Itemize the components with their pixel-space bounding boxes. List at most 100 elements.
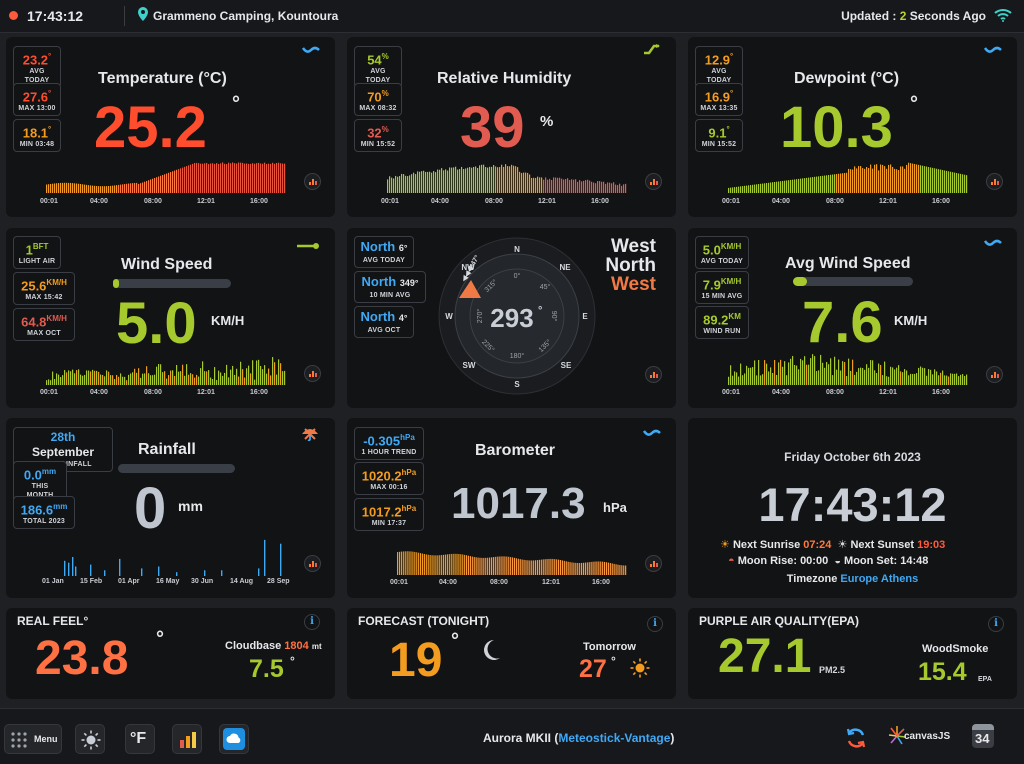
history-bar <box>605 562 608 575</box>
dir-oct-deg: 4° <box>398 313 408 323</box>
cloud-icon <box>226 733 241 743</box>
avgwind-15-value: 7.9 <box>702 277 721 293</box>
history-bar <box>52 371 54 385</box>
history-bar <box>142 182 144 193</box>
menu-button[interactable]: Menu <box>4 724 62 754</box>
history-bar <box>790 179 792 193</box>
history-bar <box>222 375 224 385</box>
history-bar <box>96 185 98 193</box>
canvasjs-burst-icon <box>888 726 906 745</box>
history-bar <box>510 557 512 575</box>
history-bar <box>504 556 506 575</box>
hum-min-label: MIN 15:52 <box>360 141 396 149</box>
history-bar <box>258 359 260 385</box>
compass-45: 45° <box>540 283 551 291</box>
sun-times: ☀ Next Sunrise 07:24 ☀ Next Sunset 19:03 <box>720 538 945 551</box>
history-bar <box>782 366 784 385</box>
history-bar <box>461 166 463 193</box>
footer-link[interactable]: Meteostick-Vantage <box>558 731 671 745</box>
baro-max-value: 1020.2 <box>361 468 402 484</box>
history-bar <box>535 560 537 575</box>
info-icon[interactable]: i <box>988 616 1004 632</box>
history-bar <box>118 184 120 193</box>
history-bar <box>617 564 619 575</box>
chart-button[interactable] <box>986 173 1003 190</box>
avgwind-avg-value: 5.0 <box>702 242 721 258</box>
history-bar <box>592 561 594 575</box>
history-bar <box>768 182 770 193</box>
history-bar <box>948 171 950 193</box>
canvasjs-logo[interactable]: canvasJS <box>888 725 950 749</box>
history-bar <box>489 557 491 575</box>
temp-max-today: 27.6° MAX 13:00 <box>13 83 61 117</box>
chart-button[interactable] <box>645 366 662 383</box>
humidity-title: Relative Humidity <box>437 70 572 87</box>
history-bar <box>750 367 752 385</box>
chart-button[interactable] <box>645 173 662 190</box>
tick: 08:00 <box>485 198 503 205</box>
history-bar <box>920 165 922 193</box>
forecast-value: 19 <box>389 634 443 687</box>
rainfall-value: 0 <box>134 476 167 541</box>
history-bar <box>88 370 90 385</box>
rain-bar <box>141 568 143 576</box>
refresh-icon[interactable] <box>845 727 867 749</box>
chart-button[interactable] <box>304 173 321 190</box>
history-bar <box>954 172 956 193</box>
rain-total-value: 186.6 <box>20 502 54 518</box>
dir-10min-deg: 349° <box>399 278 419 288</box>
history-bar <box>74 183 76 193</box>
history-bar <box>625 565 627 575</box>
info-icon[interactable]: i <box>647 616 663 632</box>
history-bar <box>224 163 226 193</box>
avg-wind-title: Avg Wind Speed <box>785 255 911 272</box>
history-bar <box>266 163 268 193</box>
info-icon[interactable]: i <box>304 614 320 630</box>
charts-button[interactable] <box>172 724 202 754</box>
history-bar <box>728 187 730 193</box>
history-bar <box>450 553 452 575</box>
history-bar <box>746 185 748 193</box>
history-bar <box>535 177 537 193</box>
woodsmoke-label: WoodSmoke <box>922 643 989 655</box>
chart-button[interactable] <box>304 555 321 572</box>
hum-min-value: 32 <box>367 125 382 141</box>
tick: 00:01 <box>381 198 399 205</box>
moon-times: ◓ Moon Rise: 00:00 ◒ Moon Set: 14:48 <box>728 555 928 567</box>
compass-0: 0° <box>514 272 521 280</box>
trend-flat-icon <box>297 243 319 249</box>
baro-min-value: 1017.2 <box>361 504 402 520</box>
history-bar <box>427 554 429 575</box>
history-bar <box>433 555 435 575</box>
history-bar <box>786 375 788 385</box>
tick: 15 Feb <box>80 578 103 585</box>
calendar-icon[interactable]: 34 <box>972 724 994 748</box>
history-bar <box>828 175 830 193</box>
history-bar <box>134 182 136 193</box>
history-bar <box>398 551 401 575</box>
chart-button[interactable] <box>304 365 321 382</box>
history-bar <box>469 167 471 193</box>
tick: 16:00 <box>250 198 268 205</box>
dew-max-unit: ° <box>730 89 734 98</box>
history-bar <box>166 378 168 385</box>
history-bar <box>958 173 960 193</box>
history-bar <box>926 375 928 385</box>
chart-button[interactable] <box>986 366 1003 383</box>
chart-button[interactable] <box>645 555 662 572</box>
history-bar <box>559 560 562 575</box>
history-bar <box>567 178 569 193</box>
history-bar <box>88 185 90 193</box>
history-bar <box>152 375 154 385</box>
history-bar <box>491 166 493 193</box>
theme-button[interactable] <box>75 724 105 754</box>
units-button[interactable]: °F <box>125 724 155 754</box>
history-bar <box>413 172 415 193</box>
weather-button[interactable] <box>219 724 249 754</box>
history-bar <box>744 373 746 385</box>
temperature-card: 23.2° AVG TODAY 27.6° MAX 13:00 18.1° MIN 0… <box>6 37 335 217</box>
history-bar <box>571 562 573 575</box>
forecast-title: FORECAST (TONIGHT) <box>358 614 490 628</box>
history-bar <box>162 372 164 385</box>
history-bar <box>734 371 736 385</box>
